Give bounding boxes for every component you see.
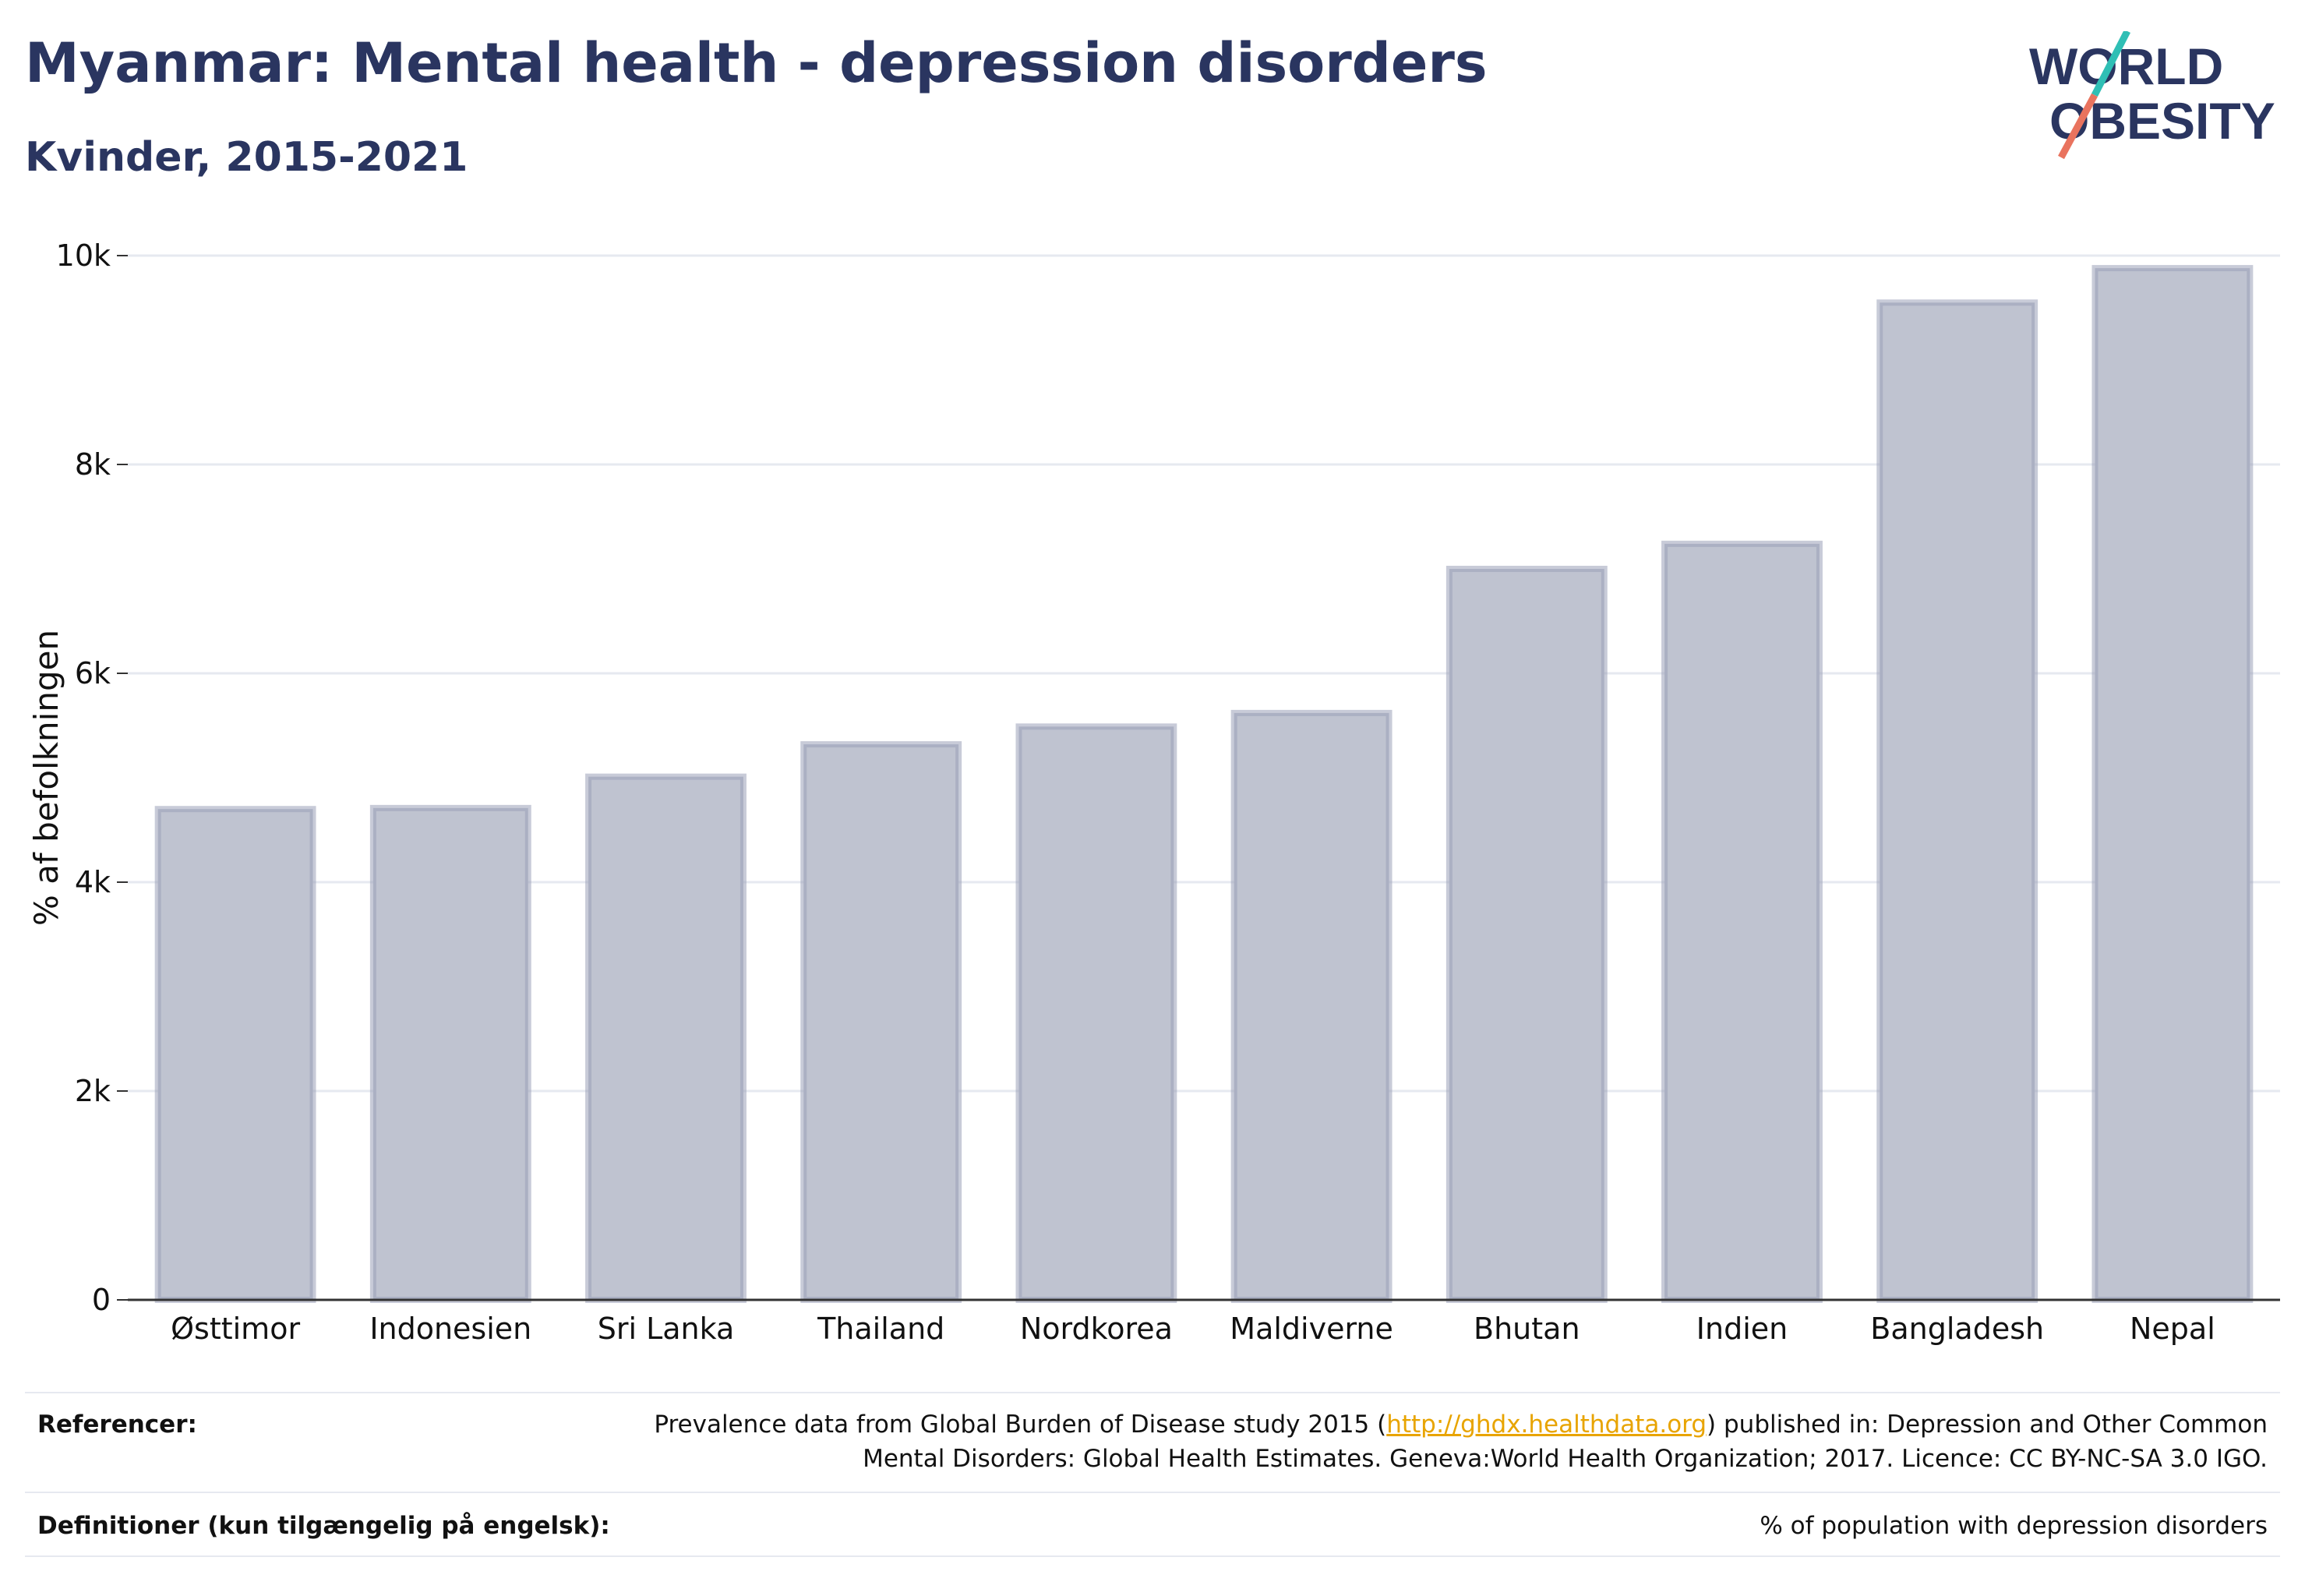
bar <box>369 804 531 1303</box>
y-tick-label: 10k <box>56 238 111 273</box>
bar <box>1876 299 2038 1303</box>
bar <box>1445 566 1608 1303</box>
references-link[interactable]: http://ghdx.healthdata.org <box>1386 1411 1707 1439</box>
footer-divider-bottom <box>25 1555 2280 1557</box>
references-text: Prevalence data from Global Burden of Di… <box>475 1407 2268 1476</box>
chart-subtitle: Kvinder, 2015-2021 <box>25 134 468 181</box>
world-obesity-logo: WORLD OBESITY <box>2029 31 2275 160</box>
y-axis-label: % af befolkningen <box>27 630 65 926</box>
bar <box>1661 540 1823 1303</box>
x-tick-label: Bangladesh <box>1870 1312 2044 1346</box>
references-text-1: Prevalence data from Global Burden of Di… <box>654 1411 1387 1439</box>
logo-line1: WORLD <box>2029 37 2223 95</box>
x-tick-label: Sri Lanka <box>598 1312 735 1346</box>
logo-slash-coral <box>2058 93 2098 160</box>
logo-slash-teal <box>2091 31 2131 97</box>
bar <box>1230 709 1393 1303</box>
bar <box>800 741 962 1303</box>
footer-divider-top <box>25 1392 2280 1393</box>
bar <box>585 773 747 1303</box>
x-tick-label: Østtimor <box>171 1312 300 1346</box>
x-tick-label: Nepal <box>2130 1312 2215 1346</box>
y-tick-label: 6k <box>75 656 111 690</box>
y-tick-label: 2k <box>75 1074 111 1108</box>
references-text-3: Mental Disorders: Global Health Estimate… <box>863 1445 2268 1473</box>
definitions-text: % of population with depression disorder… <box>1760 1512 2268 1540</box>
x-tick-label: Bhutan <box>1474 1312 1580 1346</box>
chart-title: Myanmar: Mental health - depression diso… <box>25 31 1488 95</box>
definitions-label: Definitioner (kun tilgængelig på engelsk… <box>37 1512 610 1540</box>
logo-line2: OBESITY <box>2049 92 2275 150</box>
y-tick-label: 0 <box>92 1283 111 1317</box>
y-tick-label: 4k <box>75 865 111 899</box>
bar <box>154 806 316 1303</box>
y-tick-label: 8k <box>75 447 111 482</box>
x-tick-label: Thailand <box>817 1312 944 1346</box>
references-text-2: ) published in: Depression and Other Com… <box>1707 1411 2268 1439</box>
bar <box>1015 723 1177 1303</box>
references-label: Referencer: <box>37 1411 197 1439</box>
footer-divider-mid <box>25 1492 2280 1493</box>
x-tick-label: Indien <box>1696 1312 1788 1346</box>
x-tick-label: Indonesien <box>369 1312 531 1346</box>
bar-chart: 0 2k 4k 6k 8k 10k % af befolkningen Østtimor Ind… <box>27 238 2280 1346</box>
bar <box>2091 265 2254 1304</box>
x-tick-label: Nordkorea <box>1020 1312 1173 1346</box>
x-tick-label: Maldiverne <box>1230 1312 1393 1346</box>
